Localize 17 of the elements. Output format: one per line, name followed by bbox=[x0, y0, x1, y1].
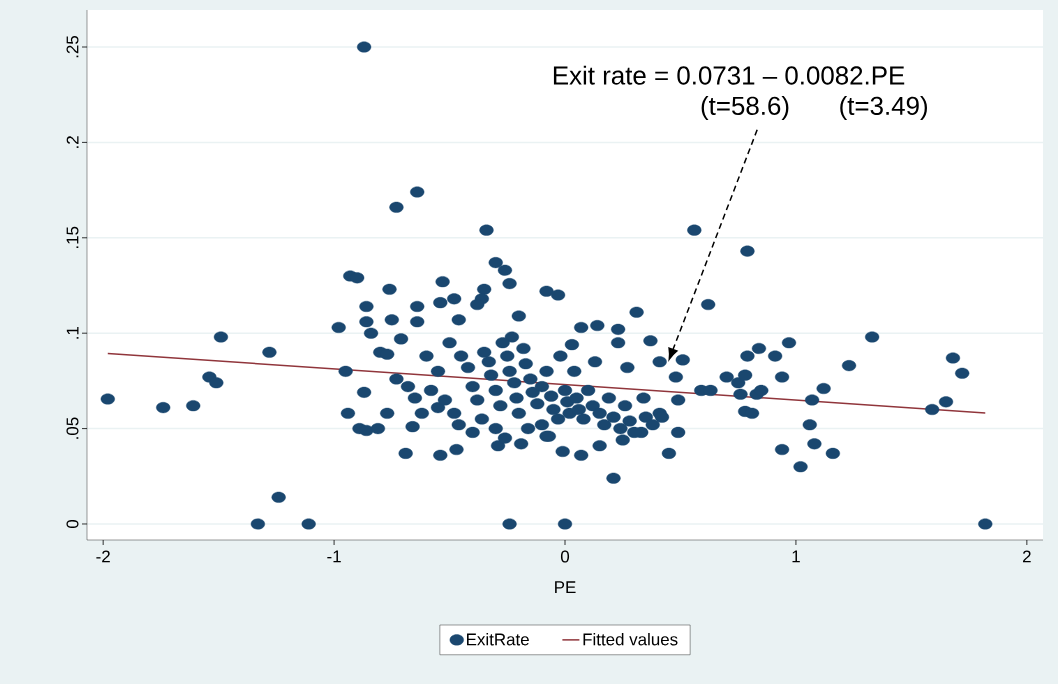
annotation: Exit rate = 0.0731 – 0.0082.PE bbox=[553, 65, 905, 85]
y-tick-label: .25 bbox=[66, 35, 79, 58]
y-tick-label: 0 bbox=[66, 519, 79, 529]
y-tick-label: .05 bbox=[66, 417, 79, 439]
x-tick-label: -1 bbox=[327, 550, 341, 563]
x-tick-label: 1 bbox=[792, 550, 800, 563]
legend-label: Fitted values bbox=[583, 633, 678, 646]
legend-label: ExitRate bbox=[467, 633, 529, 646]
annotation: (t=3.49) bbox=[840, 95, 927, 121]
x-tick-label: -2 bbox=[96, 550, 110, 563]
x-tick-label: 0 bbox=[560, 550, 570, 563]
x-axis-title: PE bbox=[555, 581, 576, 593]
y-tick-label: .2 bbox=[66, 136, 79, 148]
annotation: (t=58.6) bbox=[701, 95, 789, 121]
y-tick-label: .15 bbox=[66, 226, 79, 249]
x-tick-label: 2 bbox=[1023, 550, 1031, 563]
y-tick-label: .1 bbox=[66, 326, 79, 339]
